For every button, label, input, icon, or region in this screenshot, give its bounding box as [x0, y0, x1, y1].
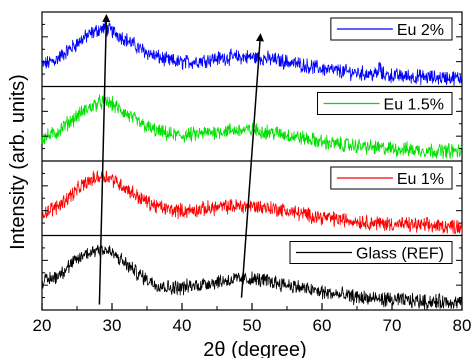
series-line: [41, 94, 463, 160]
x-tick-label: 20: [33, 316, 52, 335]
series-line: [41, 21, 463, 87]
legend-label: Glass (REF): [356, 246, 444, 263]
series-line: [41, 244, 463, 310]
x-tick-label: 80: [453, 316, 471, 335]
x-tick-label: 30: [103, 316, 122, 335]
shift-arrow: [98, 14, 111, 305]
x-tick-label: 60: [313, 316, 332, 335]
legend-item: Glass (REF): [289, 241, 453, 264]
y-axis-title: Intensity (arb. units): [7, 74, 29, 250]
x-tick-label: 40: [173, 316, 192, 335]
legend-box: [317, 92, 453, 115]
legend-box: [289, 241, 453, 264]
x-tick-label: 70: [383, 316, 402, 335]
x-axis-title: 2θ (degree): [203, 339, 306, 358]
legend-item: Eu 1%: [330, 166, 453, 190]
x-tick-label: 50: [243, 316, 262, 335]
series-line: [41, 170, 463, 235]
shift-arrow: [240, 33, 264, 298]
legend-label: Eu 1%: [397, 171, 444, 188]
legend-item: Eu 1.5%: [317, 92, 453, 115]
legend-item: Eu 2%: [330, 17, 453, 41]
legend-label: Eu 2%: [397, 22, 444, 39]
legend-label: Eu 1.5%: [384, 97, 444, 114]
